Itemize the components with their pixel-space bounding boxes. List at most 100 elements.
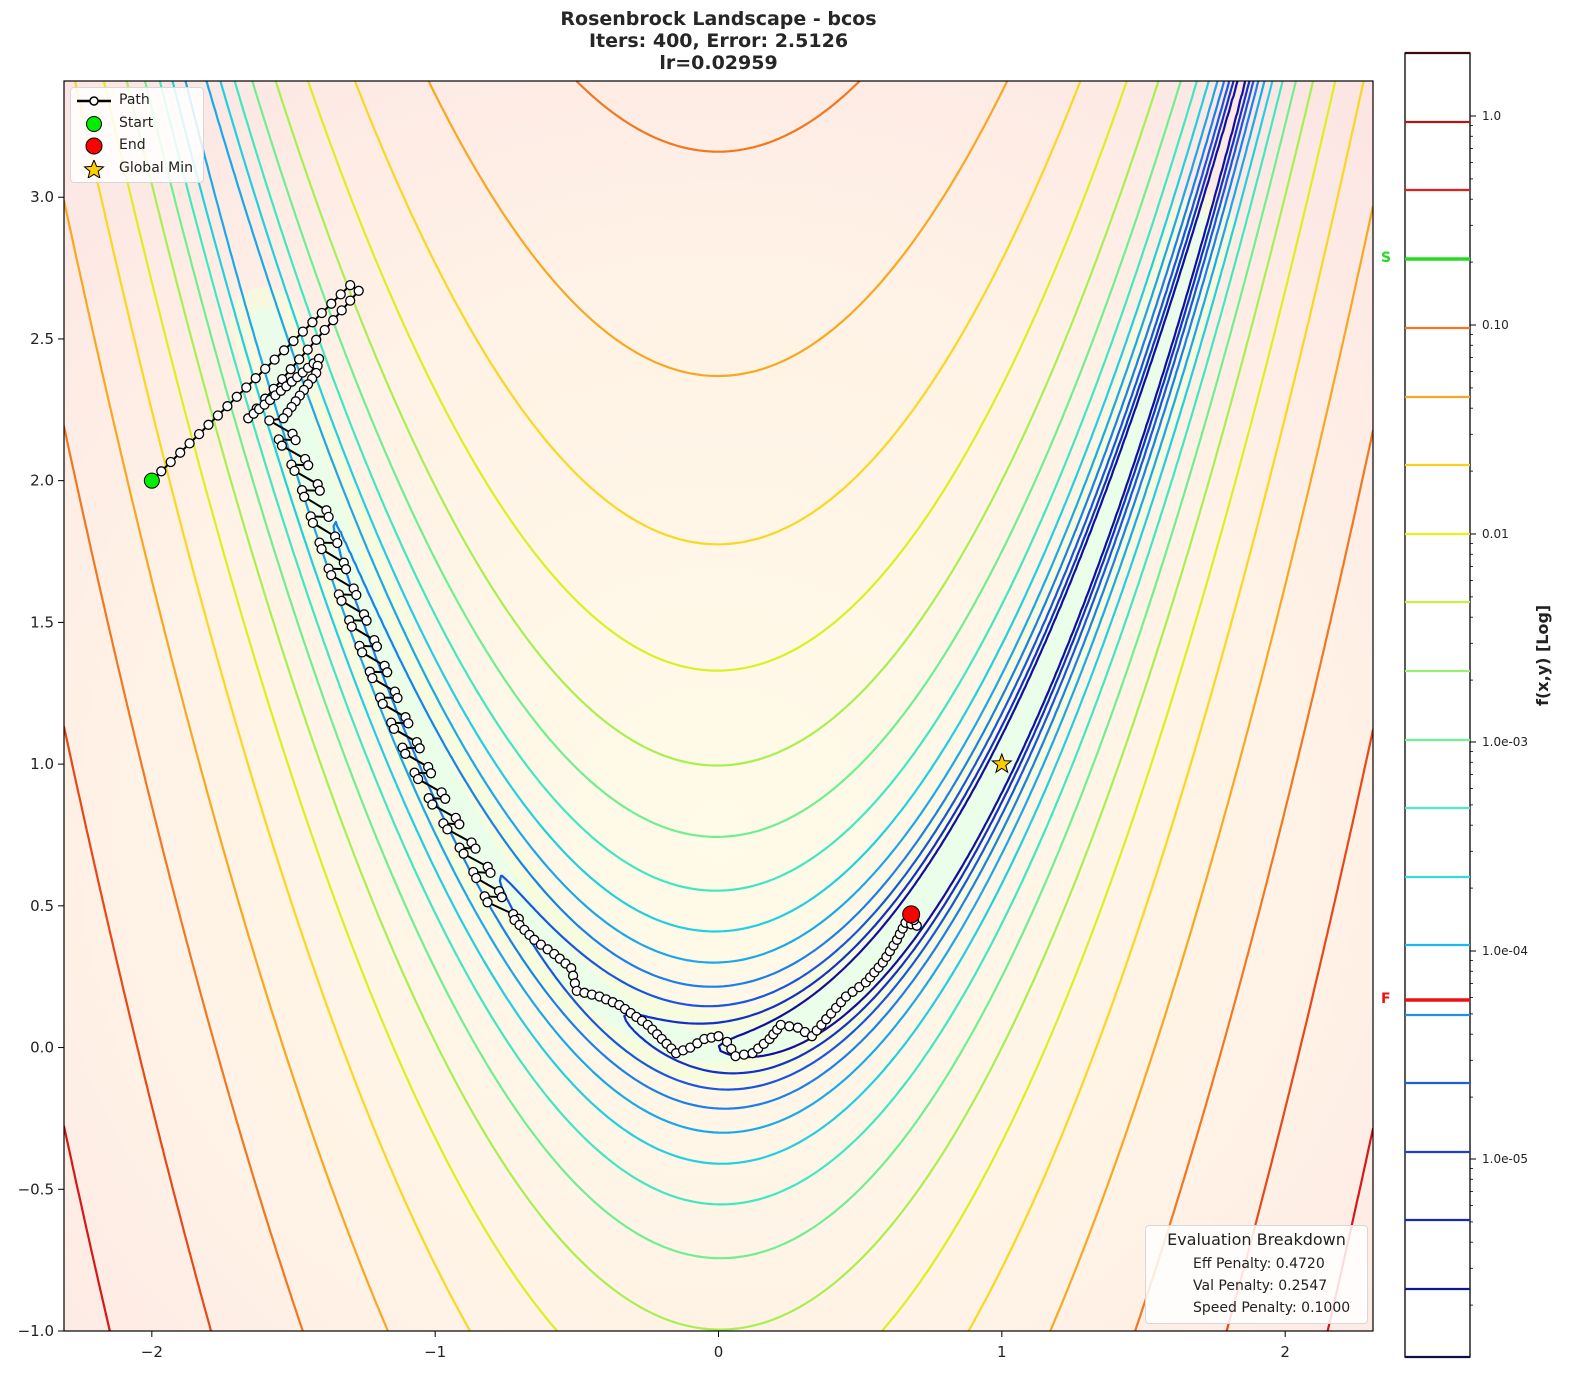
x-tick-label: −1 [424,1343,446,1361]
path-point [340,564,352,575]
colorbar-tick-label: 0.01 [1482,527,1509,541]
path-point [278,413,289,424]
path-point [377,698,388,710]
path-point [425,768,437,779]
path-point [403,718,414,729]
legend-label: End [119,137,146,153]
contour-level [125,81,1315,1331]
y-tick-label: 2.0 [30,472,54,490]
colorbar-tick-label: 1.0e-03 [1482,735,1528,749]
path-point [260,363,271,375]
start-marker [143,472,160,489]
colorbar-tick-label: 0.10 [1482,318,1509,332]
colorbar-tick-label: 1.0e-05 [1482,1152,1528,1166]
contour-level [329,81,1260,1110]
path-point [285,364,296,375]
contour-level [184,81,1266,1134]
path-point [412,773,424,785]
path-point [400,748,411,759]
contour-level [143,81,1297,1260]
path-point [193,428,205,440]
legend-item-end: End [71,135,203,157]
point-markers [143,472,1013,924]
legend-item-start: Start [71,113,203,135]
x-tick-label: −2 [141,1343,163,1361]
path-point [336,595,347,606]
optimizer-path [146,279,922,1062]
legend-label: Start [119,115,154,131]
path-point [335,289,346,300]
path-point [346,621,357,632]
val-penalty: Val Penalty: 0.2547 [1193,1278,1328,1294]
path-point [326,569,337,581]
contour-level [158,81,1284,1206]
path-point [471,872,482,884]
path-point [222,401,233,412]
eff-penalty: Eff Penalty: 0.4720 [1193,1256,1325,1272]
path-point [730,1050,741,1062]
x-tick-label: 0 [714,1343,724,1361]
path-point [496,892,507,903]
green-circle-icon [86,116,102,132]
axes: −2 −1 0 1 2 −1.0 −0.5 0.0 0.5 1.0 1.5 2.0 2.5 3.0 [18,188,1290,1361]
path-point [738,1049,750,1060]
speed-penalty: Speed Penalty: 0.1000 [1193,1300,1351,1316]
path-point [212,410,224,421]
path-point [264,415,275,426]
path-point [290,434,301,446]
end-marker [902,905,921,924]
path-point [297,326,309,337]
colorbar-tick-label: 1.0e-04 [1482,944,1528,958]
path-point [367,672,378,684]
path-point [323,511,334,523]
title-line-1: Rosenbrock Landscape - bcos [560,8,877,30]
legend-label: Path [119,92,150,108]
y-tick-label: 1.0 [30,755,54,773]
path-point [382,667,393,678]
path-point [326,298,337,309]
path-point [414,743,425,754]
contour-level [64,81,1373,1331]
legend-item-path: Path [71,90,203,112]
path-point [775,1019,786,1031]
colorbar-tick-label: 1.0 [1482,109,1501,123]
path-point [294,354,305,365]
path-point [175,447,186,458]
y-tick-label: 2.5 [30,330,54,348]
global-min-star [990,752,1013,774]
y-tick-label: 0.5 [30,897,54,915]
contour-level [64,81,1373,1331]
path-point [314,485,325,496]
path-point [316,307,327,319]
path-point [307,517,319,529]
y-tick-label: 0.0 [30,1039,54,1057]
path-point [361,615,372,626]
path-point [203,419,214,430]
path-point [303,460,314,471]
path-point [392,692,403,704]
chart-title: Rosenbrock Landscape - bcos Iters: 400, … [64,8,1373,74]
path-point [156,466,167,477]
y-tick-label: 1.5 [30,613,54,631]
colorbar-marker-s: S [1381,250,1392,266]
path-point [269,354,280,365]
path-point [278,345,290,356]
path-point [250,373,261,384]
evaluation-heading: Evaluation Breakdown [1167,1230,1346,1249]
path-point [427,799,438,810]
path-point [288,335,299,347]
contour-lines [64,81,1373,1331]
path-point [345,279,356,291]
path-point [470,843,481,854]
colorbar: 1.0 0.10 0.01 1.0e-03 1.0e-04 1.0e-05 [1404,51,1528,1359]
path-point [231,391,242,402]
contour-level [73,81,1365,1331]
legend-item-global-min: Global Min [71,158,203,180]
path-point [784,1021,795,1032]
colorbar-title: f(x,y) [Log] [1533,604,1552,706]
path-point [328,315,339,326]
contour-level [623,81,1251,1075]
legend: Path Start End Global Min [70,87,204,183]
legend-label: Global Min [119,160,193,176]
